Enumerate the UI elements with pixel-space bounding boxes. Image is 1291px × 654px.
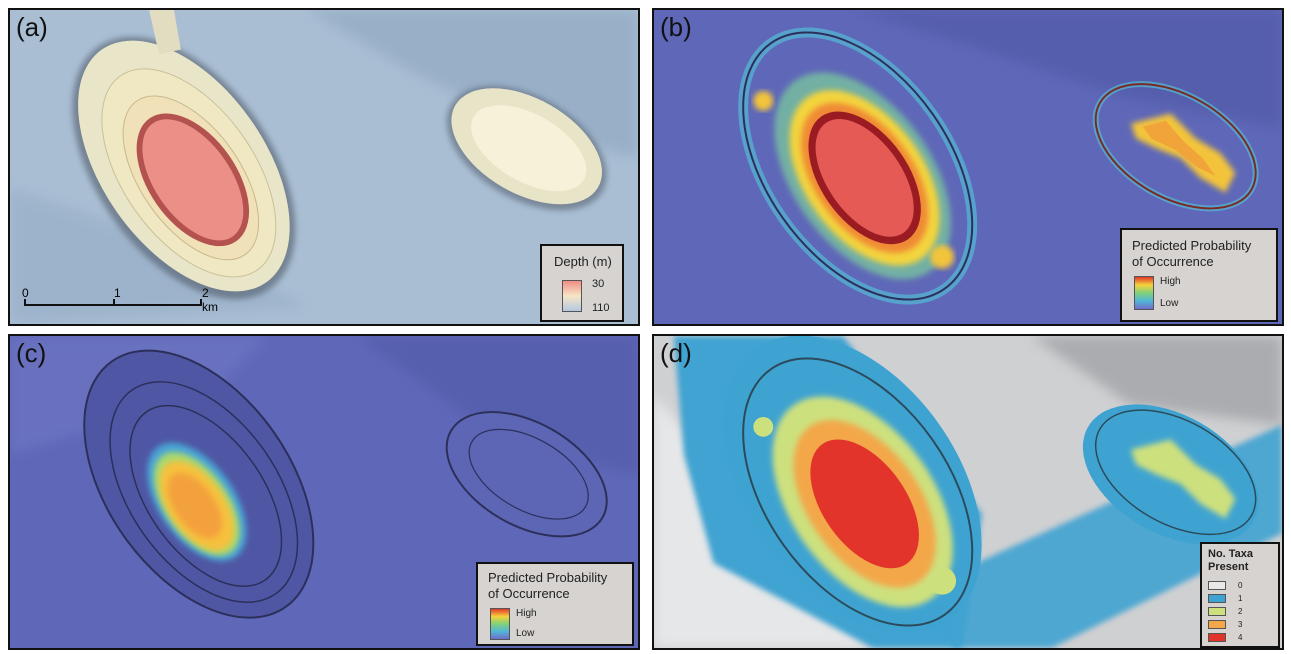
panel-d-taxa-map: (d) No. Taxa Present 0 1 2 3 4 bbox=[652, 334, 1284, 650]
panel-c-probability-map: (c) Predicted Probability of Occurrence … bbox=[8, 334, 640, 650]
taxa-legend-label: 3 bbox=[1238, 620, 1243, 629]
probability-map-b bbox=[654, 10, 1282, 324]
taxa-legend-label: 0 bbox=[1238, 581, 1243, 590]
taxa-legend-label: 1 bbox=[1238, 594, 1243, 603]
depth-legend-max: 30 bbox=[592, 278, 605, 290]
taxa-swatch-3 bbox=[1208, 620, 1226, 629]
probability-legend-b: Predicted Probability of Occurrence High… bbox=[1120, 228, 1278, 322]
probability-legend-low: Low bbox=[516, 628, 535, 639]
panel-a-depth-map: (a) 0 1 2 km Depth (m) 30 110 bbox=[8, 8, 640, 326]
probability-legend-title-line1: Predicted Probability bbox=[488, 570, 608, 585]
probability-legend-high: High bbox=[1160, 276, 1181, 287]
probability-color-ramp bbox=[490, 608, 510, 640]
depth-legend-title: Depth (m) bbox=[554, 254, 612, 269]
panel-label-b: (b) bbox=[660, 12, 692, 42]
panel-label-c: (c) bbox=[16, 338, 47, 368]
probability-legend-high: High bbox=[516, 608, 537, 619]
scale-bar: 0 1 2 km bbox=[22, 286, 218, 314]
probability-color-ramp bbox=[1134, 276, 1154, 310]
probability-legend-c: Predicted Probability of Occurrence High… bbox=[476, 562, 634, 646]
panel-b-probability-map: (b) Predicted Probability of Occurrence … bbox=[652, 8, 1284, 326]
taxa-legend-label: 4 bbox=[1238, 633, 1243, 642]
taxa-legend-title-line1: No. Taxa bbox=[1208, 548, 1254, 560]
depth-color-ramp bbox=[562, 280, 582, 312]
taxa-swatch-1 bbox=[1208, 594, 1226, 603]
taxa-legend: No. Taxa Present 0 1 2 3 4 bbox=[1200, 542, 1280, 648]
probability-legend-low: Low bbox=[1160, 298, 1179, 309]
taxa-swatch-0 bbox=[1208, 581, 1226, 590]
probability-legend-title-line2: of Occurrence bbox=[488, 586, 570, 601]
probability-legend-title-line1: Predicted Probability bbox=[1132, 238, 1252, 253]
panel-label-a: (a) bbox=[16, 12, 48, 42]
depth-legend-min: 110 bbox=[592, 302, 610, 314]
taxa-swatch-2 bbox=[1208, 607, 1226, 616]
scale-tick-1: 1 bbox=[114, 286, 121, 300]
scale-tick-0: 0 bbox=[22, 286, 29, 300]
taxa-richness-map-d bbox=[654, 336, 1282, 648]
probability-legend-title-line2: of Occurrence bbox=[1132, 254, 1214, 269]
taxa-swatch-4 bbox=[1208, 633, 1226, 642]
taxa-legend-label: 2 bbox=[1238, 607, 1243, 616]
taxa-legend-title-line2: Present bbox=[1208, 561, 1249, 573]
bathymetry-map-a bbox=[10, 10, 638, 324]
depth-legend: Depth (m) 30 110 bbox=[540, 244, 624, 322]
scale-tick-2: 2 km bbox=[202, 286, 218, 314]
panel-label-d: (d) bbox=[660, 338, 692, 368]
